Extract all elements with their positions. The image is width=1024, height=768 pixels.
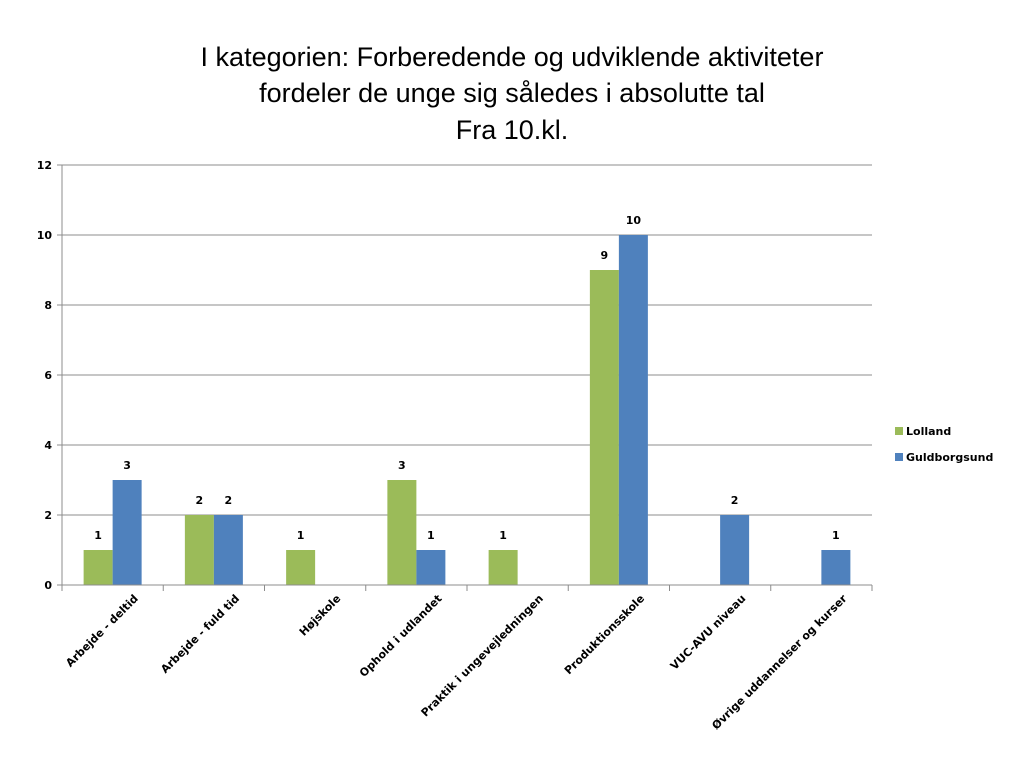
data-label: 1 [427, 529, 435, 542]
x-category-label: Højskole [297, 592, 344, 639]
bar [618, 235, 648, 585]
y-tick-label: 6 [44, 369, 52, 382]
data-label: 2 [731, 494, 739, 507]
y-tick-label: 12 [37, 159, 52, 172]
x-category-label: Produktionsskole [562, 592, 647, 677]
legend: Lolland Guldborgsund [895, 425, 993, 464]
bar [213, 515, 243, 585]
y-tick-label: 0 [44, 579, 52, 592]
chart-title: I kategorien: Forberedende og udviklende… [201, 42, 824, 145]
x-category-label: Praktik i ungevejledningen [419, 592, 546, 719]
y-tick-label: 4 [44, 439, 52, 452]
legend-label: Lolland [906, 425, 951, 438]
x-category-label: Arbejde - deltid [63, 592, 141, 670]
bar [821, 550, 851, 585]
data-label: 2 [225, 494, 233, 507]
bar [416, 550, 446, 585]
y-tick-label: 10 [37, 229, 53, 242]
data-label: 1 [297, 529, 305, 542]
x-category-label: Arbejde - fuld tid [158, 592, 242, 676]
bar [286, 550, 316, 585]
bar [589, 270, 619, 585]
data-labels: 1 3 2 2 1 3 1 1 9 10 2 1 [94, 214, 839, 542]
legend-swatch [895, 427, 903, 435]
bar [387, 480, 417, 585]
gridlines [62, 164, 872, 586]
bar [83, 550, 113, 585]
bar [112, 480, 142, 585]
bar [488, 550, 518, 585]
x-category-label: Ophold i udlandet [357, 592, 445, 680]
y-axis: 0 2 4 6 8 10 12 [37, 159, 63, 592]
bar [184, 515, 214, 585]
data-label: 1 [832, 529, 840, 542]
data-label: 2 [196, 494, 204, 507]
data-label: 3 [123, 459, 131, 472]
bar [720, 515, 750, 585]
bars [83, 235, 851, 585]
data-label: 1 [499, 529, 507, 542]
data-label: 3 [398, 459, 406, 472]
legend-label: Guldborgsund [906, 451, 993, 464]
chart-title-line: fordeler de unge sig således i absolutte… [259, 78, 765, 108]
data-label: 10 [626, 214, 642, 227]
data-label: 1 [94, 529, 102, 542]
legend-swatch [895, 453, 903, 461]
x-category-label: VUC-AVU niveau [668, 592, 749, 673]
chart-title-line: I kategorien: Forberedende og udviklende… [201, 42, 824, 72]
y-tick-label: 2 [44, 509, 52, 522]
x-axis: Arbejde - deltid Arbejde - fuld tid Højsko… [61, 584, 873, 732]
y-tick-label: 8 [44, 299, 52, 312]
data-label: 9 [601, 249, 609, 262]
chart-title-line: Fra 10.kl. [456, 115, 569, 145]
